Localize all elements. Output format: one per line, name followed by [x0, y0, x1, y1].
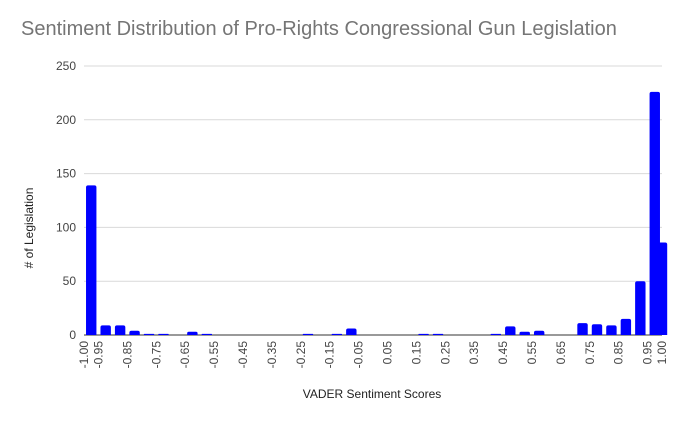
histogram-bar: [418, 333, 429, 335]
x-tick-label: -0.25: [294, 341, 308, 369]
y-tick-label: 50: [63, 274, 77, 288]
x-tick-label: 1.00: [655, 341, 669, 365]
x-tick-labels: -1.00 -0.95 -0.85 -0.75 -0.65 -0.55 -0.45 -0.35…: [77, 341, 669, 369]
x-tick-label: -0.95: [91, 341, 105, 369]
y-tick-label: 150: [56, 167, 76, 181]
x-tick-label: 0.15: [409, 341, 423, 365]
chart-title: Sentiment Distribution of Pro-Rights Con…: [21, 18, 617, 40]
x-tick-label: 0.95: [641, 341, 655, 365]
histogram-bar: [302, 333, 314, 335]
histogram-bar: [620, 318, 632, 335]
histogram-bar: [129, 330, 140, 335]
histogram-bar: [635, 281, 646, 335]
histogram-bar: [201, 333, 213, 335]
x-tick-label: -0.65: [178, 341, 192, 369]
y-tick-label: 200: [56, 113, 76, 127]
x-axis-label: VADER Sentiment Scores: [303, 387, 442, 401]
histogram-bar: [187, 331, 198, 335]
x-tick-label: -0.45: [236, 341, 250, 369]
x-tick-label: -0.55: [207, 341, 221, 369]
y-tick-label: 100: [56, 220, 76, 234]
histogram-bar: [656, 242, 668, 335]
histogram-bar: [606, 325, 617, 335]
x-tick-label: 0.85: [612, 341, 626, 365]
histogram-bar: [114, 325, 126, 335]
x-tick-label: -0.85: [120, 341, 134, 369]
x-tick-label: -1.00: [77, 341, 91, 369]
bars: [86, 91, 668, 335]
histogram-bar: [331, 333, 343, 335]
x-tick-label: 0.75: [583, 341, 597, 365]
x-tick-label: -0.75: [149, 341, 163, 369]
x-tick-label: 0.55: [525, 341, 539, 365]
histogram-bar: [86, 185, 97, 335]
histogram-bar: [346, 328, 357, 335]
histogram-bar: [533, 330, 545, 335]
x-tick-label: -0.05: [352, 341, 366, 369]
x-tick-label: 0.65: [554, 341, 568, 365]
histogram-bar: [591, 324, 603, 335]
x-tick-label: -0.35: [265, 341, 279, 369]
gridlines: [84, 65, 662, 336]
histogram-bar: [519, 331, 530, 335]
y-axis-label: # of Legislation: [22, 188, 36, 269]
y-tick-label: 250: [56, 59, 76, 73]
x-tick-label: 0.45: [496, 341, 510, 365]
histogram-bar: [432, 333, 444, 335]
x-tick-label: 0.05: [380, 341, 394, 365]
histogram-bar: [100, 325, 111, 335]
histogram-bar: [158, 333, 169, 335]
y-tick-label: 0: [69, 328, 76, 342]
histogram-bar: [143, 333, 155, 335]
histogram-bar: [490, 333, 502, 335]
y-tick-labels: 0 50 100 150 200 250: [56, 59, 76, 342]
histogram-bar: [577, 323, 588, 335]
x-tick-label: 0.25: [438, 341, 452, 365]
x-tick-label: 0.35: [467, 341, 481, 365]
x-tick-label: -0.15: [323, 341, 337, 369]
histogram-bar: [505, 326, 516, 335]
